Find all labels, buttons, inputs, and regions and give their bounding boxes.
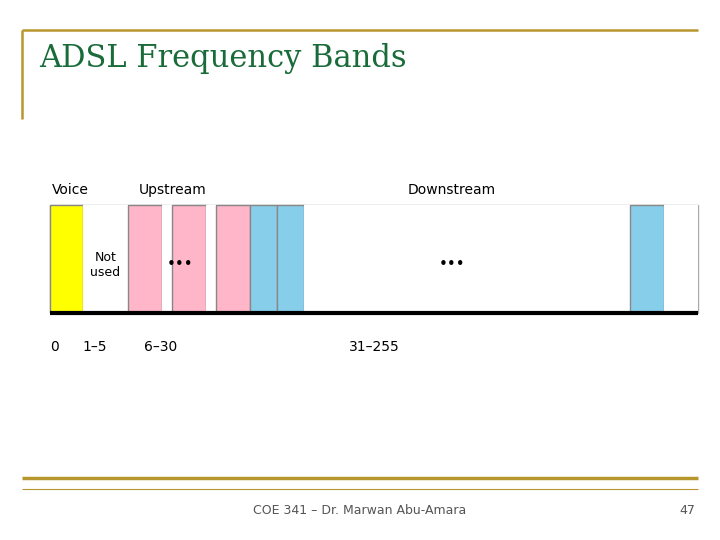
Text: 47: 47	[679, 504, 695, 517]
Text: ADSL Frequency Bands: ADSL Frequency Bands	[40, 43, 408, 74]
Bar	[305, 205, 631, 313]
Bar	[250, 205, 277, 313]
Text: 1–5: 1–5	[83, 340, 107, 354]
Text: COE 341 – Dr. Marwan Abu-Amara: COE 341 – Dr. Marwan Abu-Amara	[253, 504, 467, 517]
Bar	[50, 205, 698, 313]
Text: Downstream: Downstream	[408, 183, 496, 197]
Bar	[162, 205, 172, 313]
Bar	[172, 205, 206, 313]
Text: Not
used: Not used	[91, 251, 120, 279]
Text: •••: •••	[167, 257, 193, 272]
Text: Voice: Voice	[52, 183, 89, 197]
Bar	[277, 205, 305, 313]
Bar	[664, 205, 698, 313]
Bar	[206, 205, 216, 313]
Text: Upstream: Upstream	[138, 183, 206, 197]
Text: •••: •••	[439, 257, 465, 272]
Bar	[216, 205, 250, 313]
Text: 31–255: 31–255	[348, 340, 399, 354]
Bar	[83, 205, 128, 313]
Bar	[50, 205, 83, 313]
Bar	[631, 205, 664, 313]
Bar	[128, 205, 162, 313]
Text: 6–30: 6–30	[144, 340, 178, 354]
Text: 0: 0	[50, 340, 59, 354]
